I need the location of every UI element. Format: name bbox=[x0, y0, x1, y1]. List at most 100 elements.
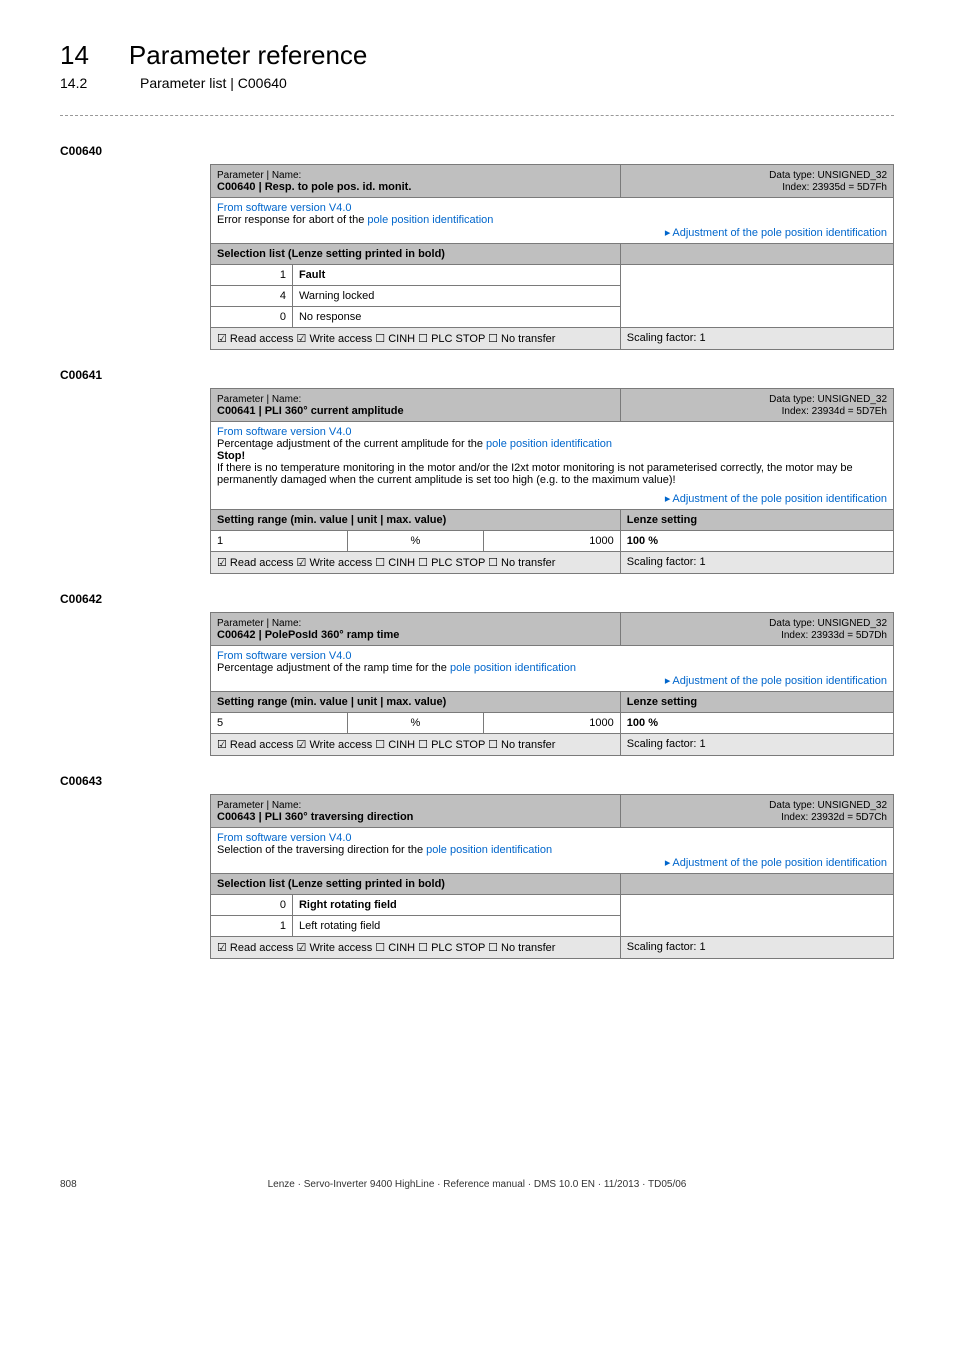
desc-link[interactable]: pole position identification bbox=[450, 662, 576, 674]
lenze-header: Lenze setting bbox=[620, 510, 893, 531]
lenze-header: Lenze setting bbox=[620, 692, 893, 713]
min-val: 1 bbox=[211, 531, 348, 552]
triangle-icon: ▸ bbox=[665, 493, 671, 505]
chapter-number: 14 bbox=[60, 40, 89, 71]
param-name-cell: Parameter | Name: C00643 | PLI 360° trav… bbox=[211, 795, 621, 828]
from-sw-link[interactable]: From software version V4.0 bbox=[217, 832, 352, 844]
sel-val: Right rotating field bbox=[292, 895, 620, 916]
param-table: Parameter | Name: C00642 | PolePosId 360… bbox=[210, 612, 894, 756]
lenze-header bbox=[620, 244, 893, 265]
max-val: 1000 bbox=[484, 713, 621, 734]
adjustment-link[interactable]: Adjustment of the pole position identifi… bbox=[672, 675, 887, 687]
param-label: Parameter | Name: bbox=[217, 618, 301, 629]
index: Index: 23932d = 5D7Ch bbox=[781, 812, 887, 823]
param-label: Parameter | Name: bbox=[217, 800, 301, 811]
triangle-icon: ▸ bbox=[665, 857, 671, 869]
data-type: Data type: UNSIGNED_32 bbox=[769, 800, 887, 811]
lenze-val: 100 % bbox=[620, 531, 893, 552]
sel-num: 4 bbox=[211, 286, 293, 307]
page-number: 808 bbox=[60, 1179, 77, 1190]
selection-list-header: Selection list (Lenze setting printed in… bbox=[211, 874, 621, 895]
access-cell: ☑ Read access ☑ Write access ☐ CINH ☐ PL… bbox=[211, 937, 621, 959]
description-cell: From software version V4.0 Selection of … bbox=[211, 828, 894, 874]
param-block-c00641: Parameter | Name: C00641 | PLI 360° curr… bbox=[210, 388, 894, 574]
param-type-cell: Data type: UNSIGNED_32 Index: 23933d = 5… bbox=[620, 613, 893, 646]
param-table: Parameter | Name: C00640 | Resp. to pole… bbox=[210, 164, 894, 350]
selection-list-header: Selection list (Lenze setting printed in… bbox=[211, 244, 621, 265]
index: Index: 23933d = 5D7Dh bbox=[781, 630, 887, 641]
param-label: Parameter | Name: bbox=[217, 394, 301, 405]
param-name: C00641 | PLI 360° current amplitude bbox=[217, 405, 404, 417]
stop-label: Stop! bbox=[217, 450, 245, 462]
access-cell: ☑ Read access ☑ Write access ☐ CINH ☐ PL… bbox=[211, 734, 621, 756]
param-name-cell: Parameter | Name: C00642 | PolePosId 360… bbox=[211, 613, 621, 646]
from-sw-link[interactable]: From software version V4.0 bbox=[217, 426, 352, 438]
param-id: C00640 bbox=[60, 144, 894, 158]
param-block-c00640: Parameter | Name: C00640 | Resp. to pole… bbox=[210, 164, 894, 350]
param-name-cell: Parameter | Name: C00640 | Resp. to pole… bbox=[211, 165, 621, 198]
desc-link[interactable]: pole position identification bbox=[426, 844, 552, 856]
param-type-cell: Data type: UNSIGNED_32 Index: 23935d = 5… bbox=[620, 165, 893, 198]
empty-cell bbox=[620, 895, 893, 937]
adjustment-link[interactable]: Adjustment of the pole position identifi… bbox=[672, 493, 887, 505]
param-type-cell: Data type: UNSIGNED_32 Index: 23934d = 5… bbox=[620, 389, 893, 422]
subchapter-number: 14.2 bbox=[60, 75, 100, 91]
index: Index: 23935d = 5D7Fh bbox=[782, 182, 887, 193]
data-type: Data type: UNSIGNED_32 bbox=[769, 618, 887, 629]
setting-range-header: Setting range (min. value | unit | max. … bbox=[211, 510, 621, 531]
footer-text: Lenze · Servo-Inverter 9400 HighLine · R… bbox=[60, 1179, 894, 1190]
desc-text: Percentage adjustment of the ramp time f… bbox=[217, 662, 450, 674]
subchapter-title: Parameter list | C00640 bbox=[140, 75, 287, 91]
param-type-cell: Data type: UNSIGNED_32 Index: 23932d = 5… bbox=[620, 795, 893, 828]
chapter-title: Parameter reference bbox=[129, 40, 367, 71]
desc-text: Selection of the traversing direction fo… bbox=[217, 844, 426, 856]
scaling-cell: Scaling factor: 1 bbox=[620, 552, 893, 574]
stop-text: If there is no temperature monitoring in… bbox=[217, 462, 853, 486]
sel-num: 1 bbox=[211, 916, 293, 937]
chapter-header: 14 Parameter reference bbox=[60, 40, 894, 71]
selection-list-label: Selection list (Lenze setting printed in… bbox=[217, 248, 445, 260]
divider bbox=[60, 115, 894, 116]
description-cell: From software version V4.0 Percentage ad… bbox=[211, 646, 894, 692]
param-name: C00640 | Resp. to pole pos. id. monit. bbox=[217, 181, 411, 193]
min-val: 5 bbox=[211, 713, 348, 734]
unit-val: % bbox=[347, 531, 484, 552]
lenze-val: 100 % bbox=[620, 713, 893, 734]
unit-val: % bbox=[347, 713, 484, 734]
triangle-icon: ▸ bbox=[665, 227, 671, 239]
adjustment-link[interactable]: Adjustment of the pole position identifi… bbox=[672, 857, 887, 869]
description-cell: From software version V4.0 Percentage ad… bbox=[211, 422, 894, 510]
adjustment-link[interactable]: Adjustment of the pole position identifi… bbox=[672, 227, 887, 239]
sel-val: No response bbox=[292, 307, 620, 328]
sel-num: 0 bbox=[211, 307, 293, 328]
param-id: C00641 bbox=[60, 368, 894, 382]
access-cell: ☑ Read access ☑ Write access ☐ CINH ☐ PL… bbox=[211, 552, 621, 574]
scaling-cell: Scaling factor: 1 bbox=[620, 328, 893, 350]
param-label: Parameter | Name: bbox=[217, 170, 301, 181]
param-block-c00643: Parameter | Name: C00643 | PLI 360° trav… bbox=[210, 794, 894, 959]
param-table: Parameter | Name: C00641 | PLI 360° curr… bbox=[210, 388, 894, 574]
sel-val: Fault bbox=[292, 265, 620, 286]
selection-list-label: Selection list (Lenze setting printed in… bbox=[217, 878, 445, 890]
param-id: C00643 bbox=[60, 774, 894, 788]
data-type: Data type: UNSIGNED_32 bbox=[769, 394, 887, 405]
desc-text: Percentage adjustment of the current amp… bbox=[217, 438, 486, 450]
param-name: C00642 | PolePosId 360° ramp time bbox=[217, 629, 399, 641]
from-sw-link[interactable]: From software version V4.0 bbox=[217, 650, 352, 662]
desc-text: Error response for abort of the bbox=[217, 214, 367, 226]
sel-num: 0 bbox=[211, 895, 293, 916]
desc-link[interactable]: pole position identification bbox=[367, 214, 493, 226]
desc-link[interactable]: pole position identification bbox=[486, 438, 612, 450]
param-block-c00642: Parameter | Name: C00642 | PolePosId 360… bbox=[210, 612, 894, 756]
param-name-cell: Parameter | Name: C00641 | PLI 360° curr… bbox=[211, 389, 621, 422]
sel-val: Warning locked bbox=[292, 286, 620, 307]
triangle-icon: ▸ bbox=[665, 675, 671, 687]
description-cell: From software version V4.0 Error respons… bbox=[211, 198, 894, 244]
sel-num: 1 bbox=[211, 265, 293, 286]
from-sw-link[interactable]: From software version V4.0 bbox=[217, 202, 352, 214]
param-table: Parameter | Name: C00643 | PLI 360° trav… bbox=[210, 794, 894, 959]
max-val: 1000 bbox=[484, 531, 621, 552]
data-type: Data type: UNSIGNED_32 bbox=[769, 170, 887, 181]
sel-val: Left rotating field bbox=[292, 916, 620, 937]
page-footer: 808 Lenze · Servo-Inverter 9400 HighLine… bbox=[60, 1179, 894, 1190]
